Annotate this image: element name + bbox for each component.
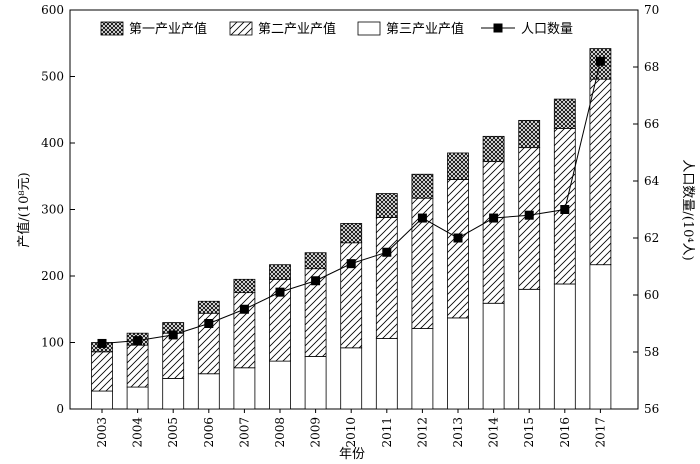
bar-tertiary-2006 [197,373,220,410]
bar-primary-2006 [197,300,220,314]
legend-label-population: 人口数量 [521,22,573,37]
bar-primary-2016 [553,98,576,129]
x-tick-label-2016: 2016 [558,417,572,448]
population-line-group [97,56,605,348]
bar-secondary-2011 [375,217,398,339]
bar-primary-2007 [233,278,256,294]
right-tick-label-66: 66 [644,117,659,131]
population-marker-2015 [524,210,534,220]
bar-tertiary-2017 [589,264,612,410]
x-tick-label-2007: 2007 [237,417,251,448]
right-tick-label-62: 62 [644,231,659,245]
bars-group [91,48,612,410]
bar-primary-2013 [447,152,469,180]
x-tick-label-2005: 2005 [166,417,180,448]
x-tick-label-2011: 2011 [380,417,394,448]
bar-primary-2010 [340,223,363,244]
bar-tertiary-2005 [162,378,185,410]
population-marker-2008 [275,287,285,297]
bar-primary-2011 [375,193,398,218]
right-tick-label-58: 58 [644,345,659,359]
bar-tertiary-2014 [482,302,505,410]
x-tick-label-2013: 2013 [451,417,465,448]
bar-primary-2008 [269,264,291,280]
bar-tertiary-2011 [375,338,398,410]
population-marker-2017 [595,56,605,66]
right-tick-label-60: 60 [644,288,659,302]
right-tick-label-70: 70 [644,3,659,17]
right-tick-label-64: 64 [644,174,660,188]
legend-label-tertiary: 第三产业产值 [386,21,464,37]
population-marker-2011 [382,247,392,257]
left-tick-label-600: 600 [41,3,64,17]
x-axis: 2003 2004 2005 2006 2007 2008 2009 2010 2011 2012… [95,409,607,448]
bar-secondary-2013 [447,179,469,319]
legend-marker-population [493,23,503,33]
left-tick-label-500: 500 [41,70,64,84]
legend-swatch-secondary [229,21,253,36]
y-axis-left-title: 产值/(10⁸元) [16,172,32,247]
legend: 第一产业产值 第二产业产值 第三产业产值 人口数量 [100,21,573,37]
legend-label-secondary: 第二产业产值 [258,21,336,37]
bar-secondary-2014 [482,161,505,304]
y-axis-right-title: 人口数量/(10⁴人) [680,159,695,260]
x-tick-label-2017: 2017 [593,417,607,448]
x-tick-label-2009: 2009 [309,417,323,448]
left-axis: 0 100 200 300 400 500 600 [41,3,75,416]
x-axis-title: 年份 [339,447,365,462]
bar-tertiary-2015 [518,288,541,410]
x-tick-label-2010: 2010 [344,417,358,448]
left-tick-label-0: 0 [56,402,64,416]
population-marker-2005 [168,330,178,340]
bar-tertiary-2003 [91,390,113,410]
x-tick-label-2003: 2003 [95,417,109,448]
right-tick-label-68: 68 [644,60,659,74]
population-marker-2006 [204,319,214,328]
population-marker-2013 [453,233,463,243]
x-tick-label-2012: 2012 [415,417,429,448]
bar-secondary-2005 [162,332,185,379]
population-marker-2003 [97,338,107,348]
population-marker-2010 [346,259,356,269]
bar-secondary-2003 [91,351,113,392]
bar-tertiary-2012 [411,328,434,410]
x-tick-label-2008: 2008 [273,417,287,448]
bar-secondary-2017 [589,78,612,266]
bar-tertiary-2007 [233,367,256,410]
x-tick-label-2006: 2006 [202,417,216,448]
bar-tertiary-2013 [447,317,469,410]
population-marker-2004 [133,336,143,346]
left-tick-label-100: 100 [41,336,64,350]
bar-tertiary-2009 [304,356,327,410]
x-tick-label-2004: 2004 [131,417,145,448]
bar-tertiary-2016 [553,283,576,410]
bar-tertiary-2010 [340,347,363,410]
legend-label-primary: 第一产业产值 [129,21,207,37]
bar-primary-2014 [482,135,505,163]
bar-secondary-2010 [340,242,363,349]
legend-swatch-tertiary [357,21,381,36]
bar-primary-2012 [411,173,434,199]
left-tick-label-400: 400 [41,136,64,150]
bar-secondary-2007 [233,292,256,369]
bar-primary-2015 [518,119,541,149]
x-tick-label-2015: 2015 [522,417,536,448]
bar-tertiary-2008 [269,360,291,410]
population-marker-2014 [489,213,499,223]
legend-swatch-primary [100,21,124,36]
x-tick-label-2014: 2014 [487,417,501,448]
right-axis: 56 58 60 62 64 66 68 70 [633,3,660,416]
population-marker-2016 [560,205,570,214]
bar-secondary-2004 [126,344,149,388]
bar-primary-2009 [304,252,327,270]
population-marker-2009 [311,276,321,286]
left-tick-label-300: 300 [41,203,64,217]
right-tick-label-56: 56 [644,402,659,416]
left-tick-label-200: 200 [41,269,64,283]
population-marker-2012 [417,213,427,223]
population-marker-2007 [239,304,249,314]
bar-tertiary-2004 [126,386,149,410]
